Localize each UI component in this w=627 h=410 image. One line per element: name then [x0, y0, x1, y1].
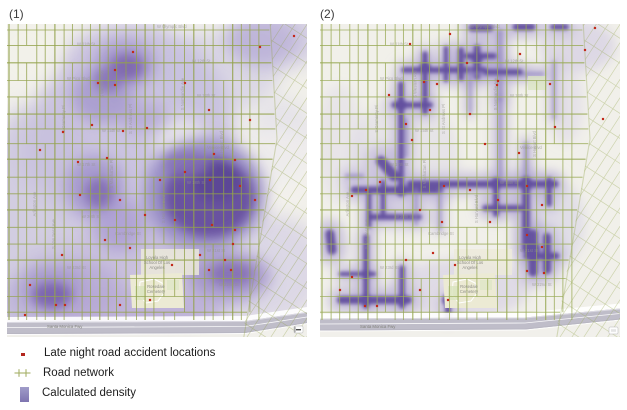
svg-text:W 18th St: W 18th St — [187, 180, 206, 185]
svg-text:S St Andrews Pl: S St Andrews Pl — [128, 104, 133, 134]
svg-text:W 11th St: W 11th St — [390, 42, 409, 47]
svg-text:S Hobart Blvd: S Hobart Blvd — [532, 130, 537, 157]
svg-text:Cambridge St: Cambridge St — [428, 231, 454, 236]
svg-text:W 21st St: W 21st St — [207, 248, 226, 253]
svg-text:S St Andrews Pl: S St Andrews Pl — [441, 104, 446, 134]
svg-text:Cemetery: Cemetery — [460, 289, 479, 294]
svg-text:S Van Ness Ave: S Van Ness Ave — [51, 218, 56, 249]
svg-text:S Normandie Ave: S Normandie Ave — [493, 77, 498, 110]
svg-text:W Pico Blvd: W Pico Blvd — [380, 76, 403, 81]
svg-text:School Of Los: School Of Los — [457, 260, 483, 265]
svg-text:Cemetery: Cemetery — [147, 289, 166, 294]
svg-text:W Pico Blvd: W Pico Blvd — [67, 76, 90, 81]
svg-text:W 17th St: W 17th St — [77, 162, 96, 167]
svg-text:S Harvard Blvd: S Harvard Blvd — [161, 194, 166, 223]
svg-text:W 11th St: W 11th St — [77, 42, 96, 47]
svg-text:W 18th St: W 18th St — [500, 180, 519, 185]
svg-text:Angeles: Angeles — [149, 265, 164, 270]
svg-text:W Olympic Blvd: W Olympic Blvd — [470, 24, 500, 29]
svg-text:School Of Los: School Of Los — [144, 260, 170, 265]
svg-text:W 14th St: W 14th St — [197, 93, 216, 98]
svg-text:W 22nd St: W 22nd St — [219, 282, 239, 287]
svg-text:Venice Blvd: Venice Blvd — [207, 145, 230, 150]
svg-text:S Western Ave: S Western Ave — [100, 70, 105, 98]
svg-text:S Gramercy Pl: S Gramercy Pl — [374, 105, 379, 132]
svg-text:Angeles: Angeles — [462, 265, 477, 270]
svg-text:S Normandie Ave: S Normandie Ave — [180, 77, 185, 110]
svg-text:W 15th St: W 15th St — [102, 128, 121, 133]
svg-text:Santa Monica Fwy: Santa Monica Fwy — [360, 324, 396, 329]
svg-text:W Olympic Blvd: W Olympic Blvd — [157, 24, 187, 29]
svg-text:W 14th St: W 14th St — [510, 93, 529, 98]
svg-text:Arlington Ave: Arlington Ave — [345, 191, 350, 216]
svg-text:W 23rd St: W 23rd St — [67, 265, 86, 270]
svg-text:W 23rd St: W 23rd St — [380, 265, 399, 270]
svg-text:W 17th St: W 17th St — [390, 162, 409, 167]
svg-text:W 20th St: W 20th St — [82, 214, 101, 219]
svg-text:S Manhattan Pl: S Manhattan Pl — [109, 160, 114, 189]
svg-text:W 20th St: W 20th St — [395, 214, 414, 219]
svg-text:Arlington Ave: Arlington Ave — [32, 191, 37, 216]
svg-text:W 12th St: W 12th St — [505, 59, 524, 64]
svg-text:Cambridge St: Cambridge St — [115, 231, 141, 236]
svg-text:S Hobart Blvd: S Hobart Blvd — [219, 130, 224, 157]
svg-text:Rosedale: Rosedale — [147, 284, 165, 289]
svg-text:S Van Ness Ave: S Van Ness Ave — [364, 218, 369, 249]
svg-text:W 12th St: W 12th St — [192, 59, 211, 64]
svg-text:S Manhattan Pl: S Manhattan Pl — [422, 160, 427, 189]
svg-text:Venice Blvd: Venice Blvd — [520, 145, 543, 150]
svg-text:W 21st St: W 21st St — [520, 248, 539, 253]
svg-text:Loyola High: Loyola High — [146, 255, 169, 260]
svg-text:W 22nd St: W 22nd St — [532, 282, 552, 287]
svg-text:Santa Monica Fwy: Santa Monica Fwy — [47, 324, 83, 329]
svg-text:S Western Ave: S Western Ave — [413, 70, 418, 98]
svg-text:S Harvard Blvd: S Harvard Blvd — [474, 194, 479, 223]
svg-text:W 15th St: W 15th St — [415, 128, 434, 133]
svg-text:Rosedale: Rosedale — [460, 284, 478, 289]
svg-text:S Gramercy Pl: S Gramercy Pl — [61, 105, 66, 132]
svg-text:Loyola High: Loyola High — [459, 255, 482, 260]
